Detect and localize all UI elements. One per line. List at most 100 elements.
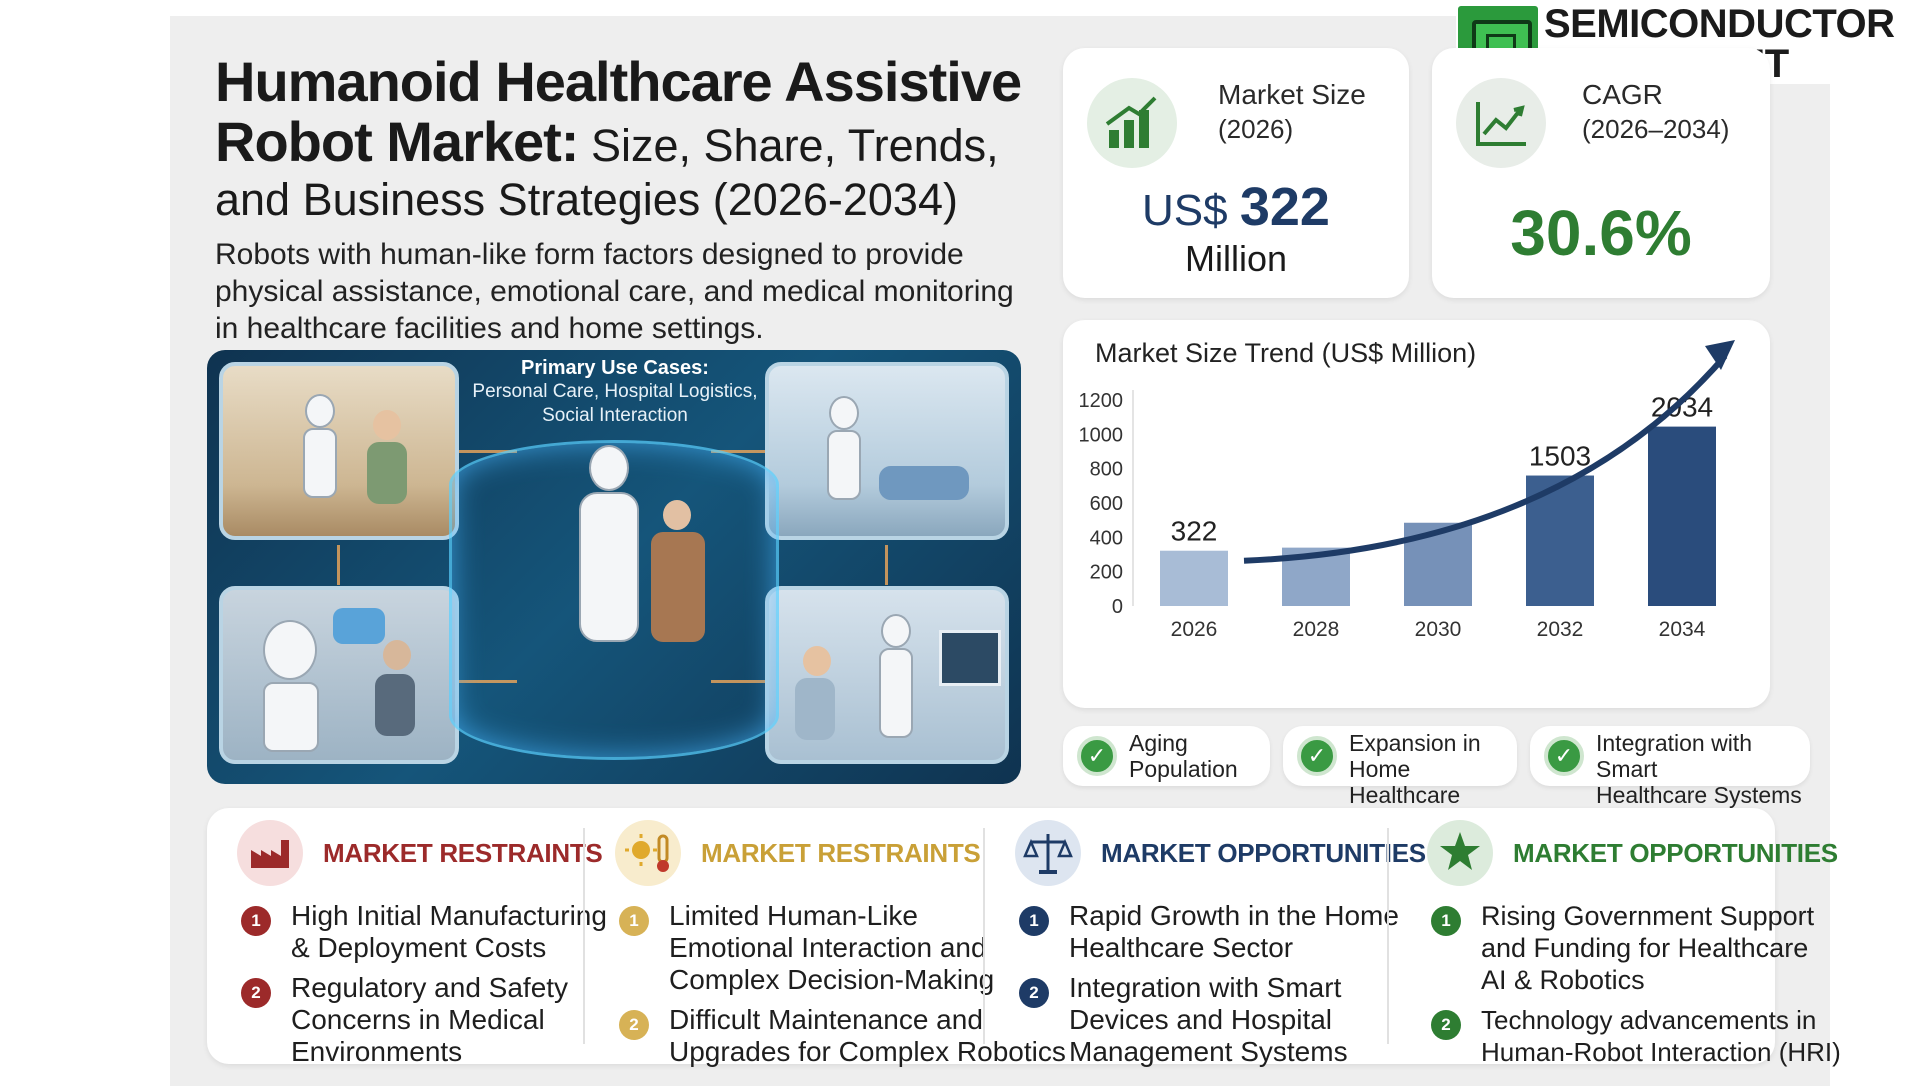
item-line: Healthcare Sector [1069,932,1294,963]
restraints-opportunities-panel: MARKET RESTRAINTS 1 High Initial Manufac… [207,808,1841,1067]
column-heading: MARKET RESTRAINTS [323,838,603,868]
item-number: 2 [241,978,271,1008]
hospital-bed [879,466,969,500]
page-title: Humanoid Healthcare Assistive Robot Mark… [215,52,1035,227]
driver-home-healthcare: ✓ Expansion in Home Healthcare [1283,726,1517,808]
trend-arrow-head [1705,340,1735,370]
hero-caption: Primary Use Cases: Personal Care, Hospit… [457,356,773,428]
opportunities-column-2: MARKET OPPORTUNITIES 1 Rising Government… [1397,808,1841,1067]
item-line: Regulatory and Safety [291,972,569,1003]
data-label: 1503 [1529,441,1591,472]
item-line: Devices and Hospital [1069,1004,1333,1035]
item-line: Rising Government Support [1481,901,1815,931]
driver-line-2: Healthcare Systems [1596,782,1802,808]
chart-title: Market Size Trend (US$ Million) [1095,338,1477,368]
item-line: Environments [291,1036,463,1067]
opportunities-column-1: MARKET OPPORTUNITIES 1 Rapid Growth in t… [985,808,1426,1067]
item-line: Upgrades for Complex Robotics [669,1036,1066,1067]
item-text: Regulatory and Safety Concerns in Medica… [291,972,568,1068]
cagr-title: CAGR [1582,79,1663,110]
item-line: Management Systems [1069,1036,1348,1067]
circuit-line [885,545,888,585]
patient-figure [663,500,691,530]
driver-label: Expansion in Home Healthcare [1349,730,1517,808]
bar-chart-icon [1087,78,1177,168]
item-number: 1 [1019,906,1049,936]
item-line: Complex Decision-Making [669,964,995,995]
caption-line-2: Social Interaction [542,405,688,426]
bar [1648,426,1716,606]
robot-figure [263,682,319,752]
cagr-period: (2026–2034) [1582,114,1730,144]
item-line: Concerns in Medical [291,1004,545,1035]
hospital-logistics-scene [765,362,1009,540]
robot-figure [263,620,317,680]
robot-figure [303,428,337,498]
market-size-year: (2026) [1218,114,1294,144]
x-tick-label: 2028 [1293,618,1340,641]
market-size-value: US$ 322 Million [1063,176,1409,280]
robot-figure [881,614,911,648]
item-number: 2 [619,1010,649,1040]
x-tick-label: 2026 [1171,618,1218,641]
x-tick-label: 2032 [1537,618,1584,641]
item-line: High Initial Manufacturing [291,900,607,931]
market-size-unit: Million [1184,238,1288,279]
item-line: AI & Robotics [1481,965,1645,995]
circuit-line [457,450,517,453]
item-line: & Deployment Costs [291,932,547,963]
caption-line-1: Personal Care, Hospital Logistics, [472,381,758,402]
title-line-2-bold: Robot Market: [215,110,579,173]
y-tick-label: 400 [1090,527,1123,549]
personal-care-scene [219,362,459,540]
column-heading: MARKET OPPORTUNITIES [1101,838,1426,868]
check-icon: ✓ [1077,736,1117,776]
brand-line-1: SEMICONDUCTOR [1544,2,1895,46]
driver-label: Integration with Smart Healthcare System… [1596,730,1810,808]
currency-label: US$ [1142,186,1240,235]
market-size-card: Market Size (2026) US$ 322 Million [1063,48,1409,298]
monitor-screen [939,630,1001,686]
patient-figure [795,678,835,740]
driver-smart-systems: ✓ Integration with Smart Healthcare Syst… [1530,726,1810,808]
driver-label: Aging Population [1129,730,1238,782]
social-interaction-scene [219,586,459,764]
patient-figure [373,410,401,440]
bar [1160,550,1228,606]
star-badge-icon [1427,820,1493,886]
patient-figure [375,674,415,736]
y-tick-label: 800 [1090,459,1123,481]
patient-figure [803,646,831,676]
factory-icon [237,820,303,886]
item-line: and Funding for Healthcare [1481,933,1809,963]
item-line: Emotional Interaction and [669,932,987,963]
market-size-title: Market Size [1218,79,1366,110]
check-icon: ✓ [1297,736,1337,776]
cagr-card: CAGR (2026–2034) 30.6% [1432,48,1770,298]
item-line: Integration with Smart [1069,972,1342,1003]
item-text: Technology advancements in Human-Robot I… [1481,1004,1841,1068]
robot-figure [579,492,639,642]
item-number: 1 [1431,906,1461,936]
x-tick-label: 2034 [1659,618,1706,641]
x-tick-label: 2030 [1415,618,1462,641]
item-text: Integration with Smart Devices and Hospi… [1069,972,1348,1068]
trend-arrow [1243,354,1728,564]
balance-scale-icon [1015,820,1081,886]
item-text: High Initial Manufacturing & Deployment … [291,900,607,964]
cagr-value: 30.6% [1510,197,1692,269]
item-line: Rapid Growth in the Home [1069,900,1399,931]
robot-figure [305,394,335,428]
check-icon: ✓ [1544,736,1584,776]
item-number: 2 [1019,978,1049,1008]
robot-figure [589,445,629,491]
thermometer-sun-icon [615,820,681,886]
item-text: Limited Human-Like Emotional Interaction… [669,900,994,996]
circuit-line [711,450,771,453]
title-line-3: and Business Strategies (2026-2034) [215,174,958,225]
item-number: 1 [619,906,649,936]
y-tick-label: 0 [1112,596,1123,618]
column-divider [583,828,585,1044]
title-line-2-light: Size, Share, Trends, [578,120,999,171]
column-heading: MARKET OPPORTUNITIES [1513,838,1838,868]
